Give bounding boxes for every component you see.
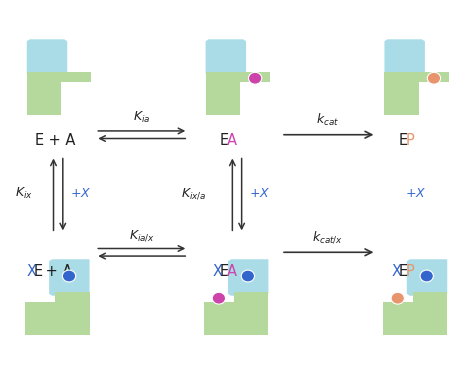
Text: X: X [27,264,36,279]
Text: A: A [227,264,237,279]
Text: $+X$: $+X$ [70,187,91,200]
Text: $K_{ix}$: $K_{ix}$ [15,186,33,201]
Text: E: E [220,264,229,279]
Text: E: E [35,133,44,148]
Text: E: E [398,133,407,148]
Ellipse shape [420,270,433,282]
Text: X: X [391,264,401,279]
Polygon shape [383,292,447,335]
Text: X: X [212,264,222,279]
Ellipse shape [248,72,262,84]
Polygon shape [228,259,268,296]
Text: + A: + A [41,264,73,279]
Text: $+X$: $+X$ [248,187,270,200]
Polygon shape [206,39,246,76]
Polygon shape [49,259,90,296]
Ellipse shape [391,292,404,304]
Text: $+X$: $+X$ [405,187,427,200]
Polygon shape [206,72,270,115]
Text: + A: + A [44,133,75,148]
Polygon shape [204,292,268,335]
Text: P: P [406,264,415,279]
Text: P: P [406,133,414,148]
Text: A: A [227,133,237,148]
Polygon shape [384,39,425,76]
Text: $k_{cat/x}$: $k_{cat/x}$ [312,230,343,245]
Text: $K_{ia}$: $K_{ia}$ [133,110,150,125]
Ellipse shape [212,292,226,304]
Polygon shape [25,292,90,335]
Ellipse shape [428,72,441,84]
Text: E: E [219,133,228,148]
Polygon shape [27,72,91,115]
Polygon shape [407,259,447,296]
Text: $K_{ix/a}$: $K_{ix/a}$ [181,186,207,201]
Text: E: E [34,264,43,279]
Ellipse shape [63,270,76,282]
Text: $K_{ia/x}$: $K_{ia/x}$ [128,228,155,243]
Ellipse shape [241,270,255,282]
Polygon shape [27,39,67,76]
Text: E: E [399,264,408,279]
Text: $k_{cat}$: $k_{cat}$ [316,112,339,128]
Polygon shape [384,72,449,115]
